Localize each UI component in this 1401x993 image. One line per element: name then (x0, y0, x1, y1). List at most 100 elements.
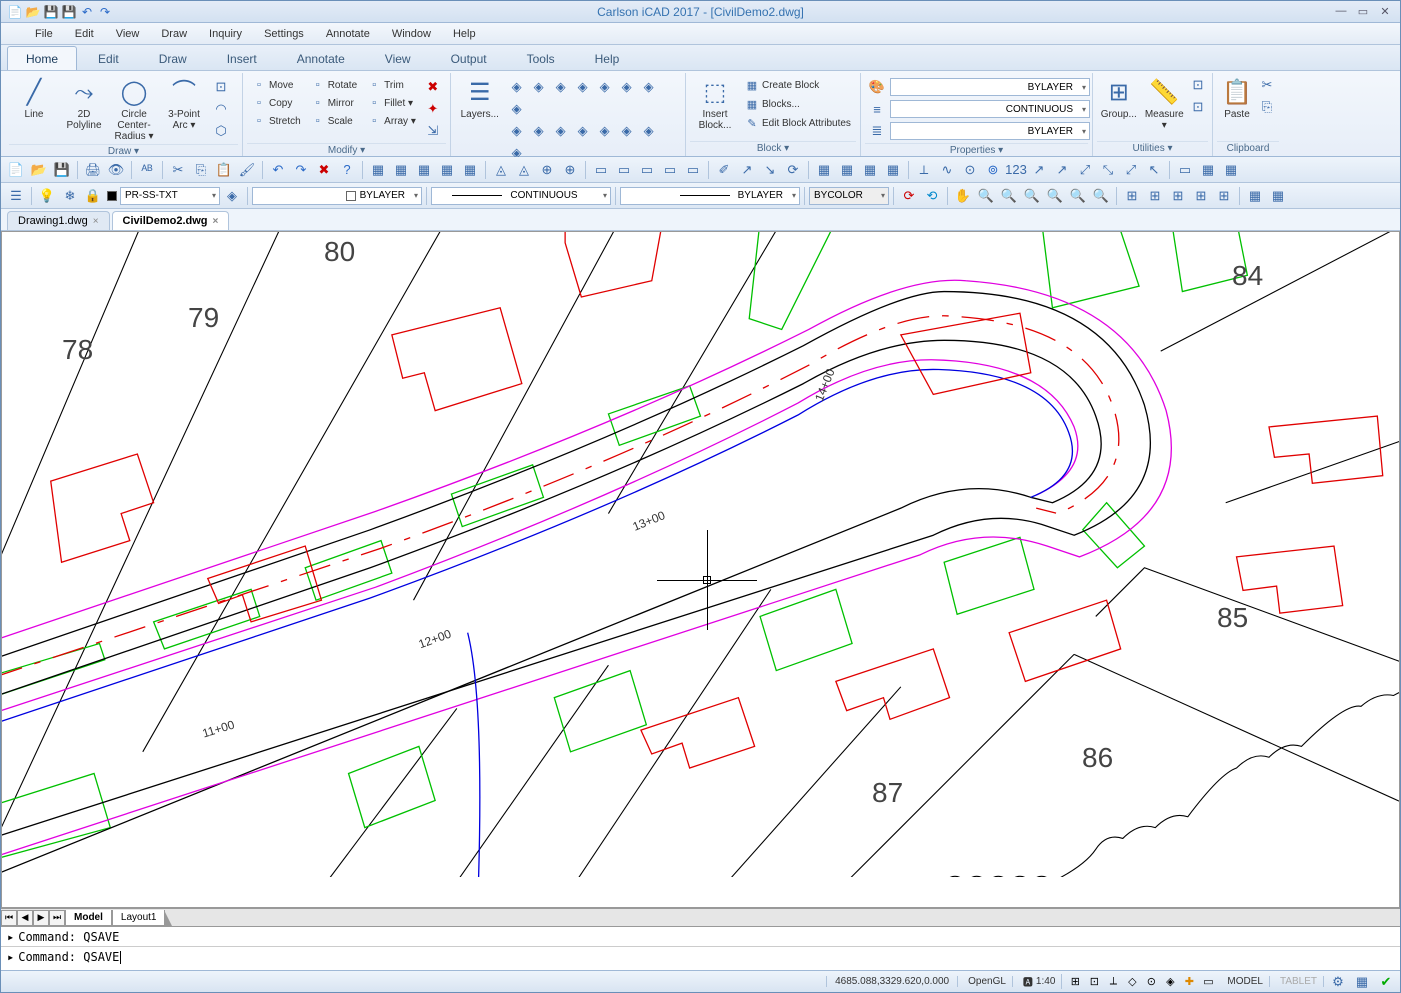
array-button[interactable]: ▫Array ▾ (364, 113, 419, 129)
trim-button[interactable]: ▫Trim (364, 77, 419, 93)
layer-tool-icon[interactable]: ◈ (573, 77, 593, 97)
vp-icon[interactable]: ⊞ (1213, 185, 1235, 207)
tool-icon[interactable]: 📂 (28, 159, 50, 181)
snap-icon[interactable]: ◈ (1161, 973, 1179, 991)
ribbon-tab-output[interactable]: Output (432, 46, 506, 70)
tool-icon[interactable]: ᴬᴮ (136, 159, 158, 181)
tool-icon[interactable]: ▦ (390, 159, 412, 181)
menu-inquiry[interactable]: Inquiry (199, 26, 252, 42)
tool-icon[interactable]: 🖨 (82, 159, 104, 181)
tool-icon[interactable]: ◬ (490, 159, 512, 181)
layer-tool-icon[interactable]: ◈ (639, 121, 659, 141)
settings-icon[interactable]: ⚙ (1328, 972, 1348, 992)
vp-icon[interactable]: ▦ (1267, 185, 1289, 207)
measure-button[interactable]: 📏Measure ▾ (1141, 75, 1188, 133)
layers-button[interactable]: ☰Layers... (455, 75, 505, 122)
zoom-rt-icon[interactable]: 🔍 (975, 185, 997, 207)
tool-icon[interactable]: ↖ (1143, 159, 1165, 181)
pan-icon[interactable]: ✋ (952, 185, 974, 207)
group-button[interactable]: ⊞Group... (1097, 75, 1141, 122)
tool-icon[interactable]: ▦ (413, 159, 435, 181)
linetype-combo-2[interactable]: CONTINUOUS (431, 187, 611, 205)
layer-tool-icon[interactable]: ◈ (639, 77, 659, 97)
vp-icon[interactable]: ⊞ (1121, 185, 1143, 207)
tool-icon[interactable]: ⤢ (1074, 159, 1096, 181)
tool-icon[interactable]: ∿ (936, 159, 958, 181)
menu-settings[interactable]: Settings (254, 26, 314, 42)
cui-icon[interactable]: ▦ (1352, 972, 1372, 992)
tool-icon[interactable]: ⊚ (982, 159, 1004, 181)
save-icon[interactable]: 💾 (43, 4, 59, 20)
nav-prev[interactable]: ◀ (17, 910, 33, 926)
zoom-win-icon[interactable]: 🔍 (998, 185, 1020, 207)
linetype-combo[interactable]: BYLAYER (890, 78, 1090, 96)
snap-icon[interactable]: ✚ (1180, 973, 1198, 991)
ribbon-tab-home[interactable]: Home (7, 46, 77, 70)
fillet-button[interactable]: ▫Fillet ▾ (364, 95, 419, 111)
tool-icon[interactable]: ▦ (836, 159, 858, 181)
arc-button[interactable]: ⌒3-Point Arc ▾ (159, 75, 209, 133)
snap-icon[interactable]: ⟂ (1104, 973, 1122, 991)
menu-file[interactable]: File (25, 26, 63, 42)
zoom-ext-icon[interactable]: 🔍 (1044, 185, 1066, 207)
zoom-icon[interactable]: 🔍 (1090, 185, 1112, 207)
stretch-button[interactable]: ▫Stretch (249, 113, 304, 129)
modify-ext-icon[interactable]: ⇲ (423, 121, 443, 141)
regen-icon[interactable]: ⟳ (898, 185, 920, 207)
tool-icon[interactable]: ⊙ (959, 159, 981, 181)
ribbon-tab-insert[interactable]: Insert (208, 46, 276, 70)
tool-icon[interactable]: 📄 (5, 159, 27, 181)
paste-button[interactable]: 📋Paste (1217, 75, 1257, 122)
close-tab-icon[interactable]: × (93, 216, 99, 227)
move-button[interactable]: ▫Move (249, 77, 304, 93)
util-icon[interactable]: ⊡ (1188, 97, 1208, 117)
ribbon-tab-tools[interactable]: Tools (508, 46, 574, 70)
tool-icon[interactable]: ⤢ (1120, 159, 1142, 181)
draw-ext3-icon[interactable]: ⬡ (211, 121, 231, 141)
layer-tool-icon[interactable]: ◈ (595, 121, 615, 141)
close-button[interactable]: ✕ (1376, 5, 1394, 18)
tool-icon[interactable]: ⟂ (913, 159, 935, 181)
doc-tab[interactable]: Drawing1.dwg× (7, 211, 110, 230)
vp-icon[interactable]: ▦ (1244, 185, 1266, 207)
util-icon[interactable]: ⊡ (1188, 75, 1208, 95)
layer-tool-icon[interactable]: ◈ (507, 99, 527, 119)
ribbon-tab-edit[interactable]: Edit (79, 46, 138, 70)
ribbon-tab-annotate[interactable]: Annotate (278, 46, 364, 70)
layer-tool-icon[interactable]: ◈ (551, 77, 571, 97)
redo-icon[interactable]: ↷ (290, 159, 312, 181)
layout-tab-layout1[interactable]: Layout1 (112, 910, 166, 926)
anno-scale[interactable]: 🅰1:40 (1017, 974, 1062, 989)
tool-icon[interactable]: ⟳ (782, 159, 804, 181)
explode-icon[interactable]: ✦ (423, 99, 443, 119)
layout-tab-model[interactable]: Model (65, 910, 112, 926)
copy-icon[interactable]: ⎘ (1257, 97, 1277, 117)
layers-icon[interactable]: ☰ (5, 185, 27, 207)
line-button[interactable]: ╱Line (9, 75, 59, 122)
cut-icon[interactable]: ✂ (167, 159, 189, 181)
lineweight-combo-2[interactable]: BYLAYER (620, 187, 800, 205)
rotate-button[interactable]: ▫Rotate (308, 77, 360, 93)
tool-icon[interactable]: ▦ (1197, 159, 1219, 181)
erase-icon[interactable]: ✖ (313, 159, 335, 181)
tool-icon[interactable]: ▭ (682, 159, 704, 181)
snap-icon[interactable]: ⊡ (1085, 973, 1103, 991)
doc-tab[interactable]: CivilDemo2.dwg× (112, 211, 230, 230)
draw-ext1-icon[interactable]: ⊡ (211, 77, 231, 97)
tool-icon[interactable]: ↗ (1051, 159, 1073, 181)
layer-tool-icon[interactable]: ◈ (507, 121, 527, 141)
circle-button[interactable]: ◯Circle Center-Radius ▾ (109, 75, 159, 144)
prop-icon[interactable]: ≣ (867, 121, 887, 141)
menu-edit[interactable]: Edit (65, 26, 104, 42)
space-label[interactable]: MODEL (1221, 976, 1270, 987)
match-icon[interactable]: 🖌 (236, 159, 258, 181)
tool-icon[interactable]: ↗ (736, 159, 758, 181)
command-input[interactable]: ▸Command: QSAVE (1, 947, 1400, 967)
tool-icon[interactable]: 💾 (51, 159, 73, 181)
tool-icon[interactable]: ↗ (1028, 159, 1050, 181)
layer-combo-2[interactable]: PR-SS-TXT (120, 187, 220, 205)
vp-icon[interactable]: ⊞ (1144, 185, 1166, 207)
open-icon[interactable]: 📂 (25, 4, 41, 20)
menu-annotate[interactable]: Annotate (316, 26, 380, 42)
tool-icon[interactable]: 👁 (105, 159, 127, 181)
